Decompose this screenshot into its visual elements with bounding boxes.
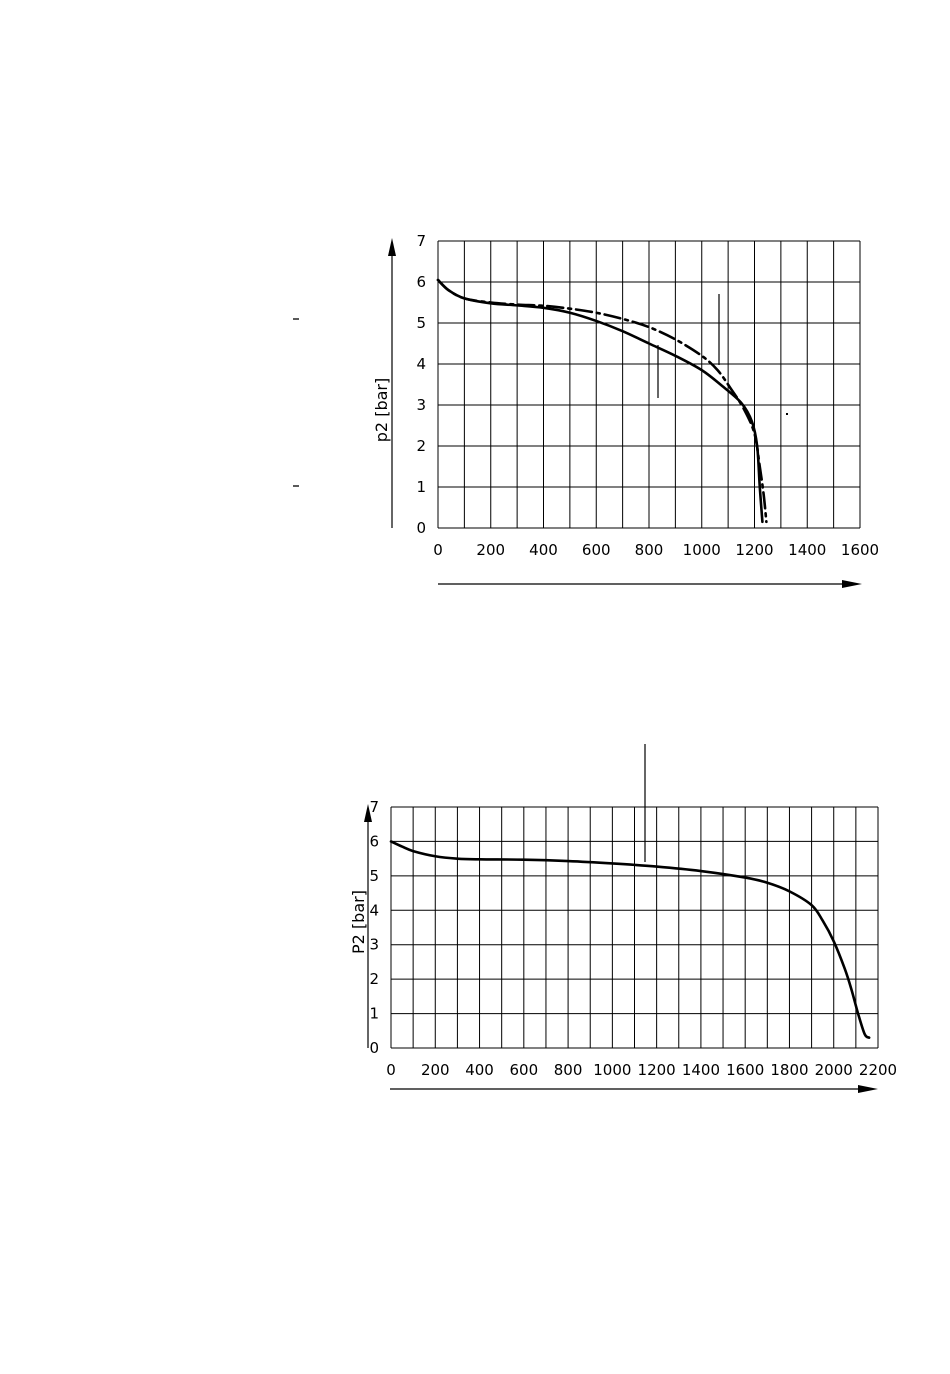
chart-lower-y-tick-label: 3	[369, 936, 379, 954]
chart-upper-x-tick-label: 1200	[735, 541, 773, 559]
chart-lower-x-tick-label: 1000	[593, 1061, 631, 1079]
chart-lower-y-tick-label: 6	[369, 832, 379, 850]
chart-upper-x-tick-label: 800	[635, 541, 664, 559]
chart-lower-grid	[390, 806, 879, 1049]
chart-upper-x-tick-label: 1400	[788, 541, 826, 559]
chart-lower-tick-labels: 0 200 400 600 800 1000 1200 1400 1600 1800 2000 220…	[369, 798, 897, 1079]
chart-upper-series	[436, 278, 768, 524]
chart-upper-y-tick-label: 4	[416, 355, 426, 373]
chart-upper-y-tick-label: 5	[416, 314, 426, 332]
chart-lower-y-tick-label: 5	[369, 867, 379, 885]
chart-lower-x-tick-label: 2000	[815, 1061, 853, 1079]
chart-lower-x-arrowhead	[858, 1085, 878, 1093]
chart-lower-x-tick-label: 200	[421, 1061, 450, 1079]
chart-upper-x-arrowhead	[842, 580, 862, 588]
chart-upper-series-line-1	[436, 278, 764, 524]
stray-dot	[786, 413, 788, 415]
chart-lower-series	[389, 840, 871, 1039]
chart-lower: 0 200 400 600 800 1000 1200 1400 1600 1800 2000 220…	[349, 744, 897, 1093]
chart-lower-y-tick-label: 1	[369, 1005, 379, 1023]
chart-lower-y-tick-label: 2	[369, 970, 379, 988]
chart-lower-x-tick-label: 600	[509, 1061, 538, 1079]
chart-upper-y-arrowhead	[388, 238, 396, 256]
chart-upper-x-tick-label: 1000	[683, 541, 721, 559]
chart-upper-series-line-2	[436, 278, 768, 524]
chart-lower-x-tick-label: 1200	[638, 1061, 676, 1079]
chart-upper-y-tick-label: 0	[416, 519, 426, 537]
chart-lower-x-tick-label: 1800	[770, 1061, 808, 1079]
chart-upper-x-tick-label: 0	[433, 541, 443, 559]
chart-lower-x-tick-label: 800	[554, 1061, 583, 1079]
chart-upper-y-tick-label: 1	[416, 478, 426, 496]
chart-upper-grid	[437, 240, 861, 529]
chart-upper-y-tick-label: 6	[416, 273, 426, 291]
chart-lower-y-tick-label: 0	[369, 1039, 379, 1057]
chart-upper-y-tick-label: 3	[416, 396, 426, 414]
chart-lower-x-tick-label: 2200	[859, 1061, 897, 1079]
chart-lower-y-arrowhead	[364, 804, 372, 822]
chart-lower-y-tick-label: 7	[369, 798, 379, 816]
chart-lower-y-tick-label: 4	[369, 901, 379, 919]
chart-upper-y-tick-label: 2	[416, 437, 426, 455]
chart-upper-tick-labels: 0 200 400 600 800 1000 1200 1400 1600 0 1 2 3 4 5 6 7	[416, 232, 879, 559]
chart-lower-series-line-1	[389, 840, 871, 1039]
chart-upper: 0 200 400 600 800 1000 1200 1400 1600 0 1 2 3 4 5 6 7 p2…	[293, 232, 879, 588]
chart-upper-y-axis-label: p2 [bar]	[372, 378, 391, 442]
chart-lower-x-tick-label: 1400	[682, 1061, 720, 1079]
chart-upper-x-tick-label: 1600	[841, 541, 879, 559]
chart-lower-x-tick-label: 1600	[726, 1061, 764, 1079]
chart-upper-y-tick-label: 7	[416, 232, 426, 250]
chart-upper-x-tick-label: 200	[476, 541, 505, 559]
chart-lower-y-axis-label: P2 [bar]	[349, 890, 368, 954]
chart-upper-x-tick-label: 400	[529, 541, 558, 559]
chart-lower-x-tick-label: 400	[465, 1061, 494, 1079]
chart-upper-x-tick-label: 600	[582, 541, 611, 559]
chart-lower-x-tick-label: 0	[386, 1061, 396, 1079]
